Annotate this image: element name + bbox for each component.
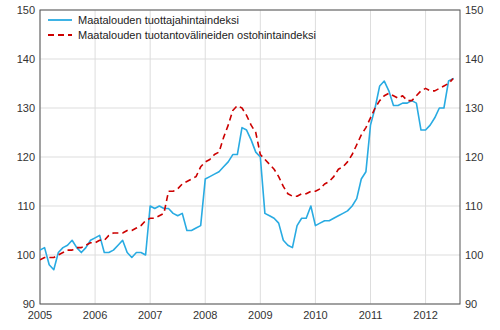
y-tick-label: 110 bbox=[17, 200, 35, 212]
grid bbox=[40, 10, 460, 304]
axes: 2005 2006 2007 2008 2009 2010 2011 2012 90 100 110… bbox=[17, 4, 484, 321]
y2-tick-label: 110 bbox=[465, 200, 483, 212]
grid-line-x bbox=[425, 10, 426, 304]
grid-line-y bbox=[40, 206, 460, 207]
legend-swatch bbox=[48, 34, 72, 36]
plot-frame bbox=[40, 10, 460, 304]
x-tick-label: 2007 bbox=[138, 309, 162, 321]
grid-line-x bbox=[205, 10, 206, 304]
series-lines bbox=[40, 79, 453, 270]
grid-line-y bbox=[40, 108, 460, 109]
legend-item: Maatalouden tuotantovälineiden ostohinta… bbox=[48, 29, 316, 41]
grid-line-x bbox=[315, 10, 316, 304]
y-tick-label: 100 bbox=[17, 249, 35, 261]
x-tick-label: 2009 bbox=[248, 309, 272, 321]
chart: 2005 2006 2007 2008 2009 2010 2011 2012 90 100 110… bbox=[0, 0, 500, 330]
legend: Maatalouden tuottajahintaindeksi Maatalou… bbox=[48, 14, 316, 41]
y2-tick-label: 150 bbox=[465, 4, 483, 16]
y2-tick-label: 120 bbox=[465, 151, 483, 163]
grid-line-x bbox=[370, 10, 371, 304]
y2-tick-label: 140 bbox=[465, 53, 483, 65]
series-line bbox=[40, 79, 453, 270]
y-tick-label: 140 bbox=[17, 53, 35, 65]
x-tick-label: 2005 bbox=[28, 309, 52, 321]
legend-label: Maatalouden tuottajahintaindeksi bbox=[78, 14, 239, 26]
y-tick-label: 90 bbox=[23, 298, 35, 310]
y-tick-label: 150 bbox=[17, 4, 35, 16]
x-tick-label: 2010 bbox=[303, 309, 327, 321]
y2-tick-label: 130 bbox=[465, 102, 483, 114]
legend-item: Maatalouden tuottajahintaindeksi bbox=[48, 14, 239, 26]
grid-line-y bbox=[40, 157, 460, 158]
grid-line-y bbox=[40, 59, 460, 60]
x-tick-label: 2012 bbox=[413, 309, 437, 321]
x-tick-label: 2006 bbox=[83, 309, 107, 321]
x-tick-label: 2011 bbox=[359, 309, 383, 321]
legend-label: Maatalouden tuotantovälineiden ostohinta… bbox=[78, 29, 316, 41]
grid-line-y bbox=[40, 255, 460, 256]
y-tick-label: 130 bbox=[17, 102, 35, 114]
grid-line-x bbox=[150, 10, 151, 304]
grid-line-x bbox=[95, 10, 96, 304]
series-line bbox=[40, 79, 453, 260]
x-tick-label: 2008 bbox=[193, 309, 217, 321]
legend-swatch bbox=[48, 19, 72, 21]
y-tick-label: 120 bbox=[17, 151, 35, 163]
y2-tick-label: 90 bbox=[465, 298, 477, 310]
y2-tick-label: 100 bbox=[465, 249, 483, 261]
